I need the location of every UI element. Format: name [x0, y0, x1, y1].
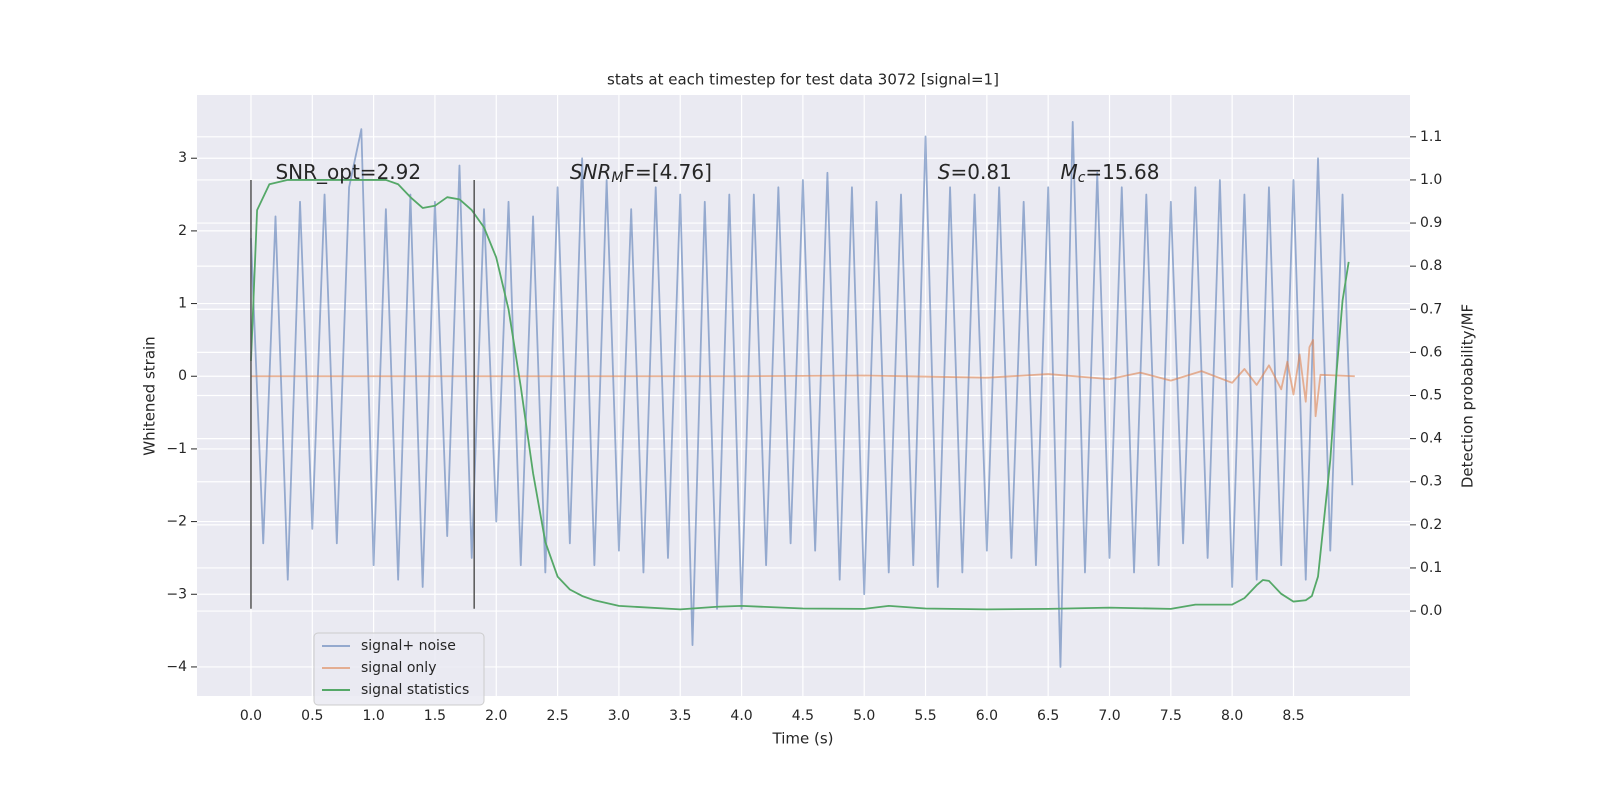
x-tick-label: 7.0	[1098, 708, 1120, 724]
x-tick-label: 3.5	[669, 708, 691, 724]
x-tick-label: 5.0	[853, 708, 875, 724]
series-line	[250, 120, 1354, 668]
x-axis-label: Time (s)	[772, 730, 834, 748]
y-tick-label: −3	[166, 586, 187, 602]
y2-axis-label: Detection probability/MF	[1459, 304, 1477, 488]
annotation: SNR_opt=2.92	[275, 160, 421, 184]
annotation: Mc=15.68	[1060, 160, 1159, 187]
y2-tick-label: 0.8	[1420, 258, 1442, 274]
x-tick-label: 2.5	[546, 708, 568, 724]
x-tick-label: 7.5	[1160, 708, 1182, 724]
series-line	[250, 339, 1355, 418]
x-tick-label: 8.5	[1282, 708, 1304, 724]
y2-tick-label: 0.9	[1420, 215, 1442, 231]
x-tick-label: 2.0	[485, 708, 507, 724]
x-tick-label: 1.0	[362, 708, 384, 724]
y2-tick-label: 0.6	[1420, 344, 1442, 360]
legend-label: signal only	[361, 660, 436, 676]
annotation-tail: F=[4.76]	[624, 160, 712, 184]
y2-tick-label: 0.7	[1420, 301, 1442, 317]
y2-tick-label: 1.0	[1420, 172, 1442, 188]
y2-tick-label: 0.2	[1420, 517, 1442, 533]
y-axis-label: Whitened strain	[141, 336, 159, 455]
legend-box	[313, 632, 485, 706]
annotation-text: M	[1060, 160, 1077, 184]
y2-tick-label: 1.1	[1420, 129, 1442, 145]
x-tick-label: 0.5	[301, 708, 323, 724]
series-line	[250, 179, 1350, 611]
y2-tick-label: 0.5	[1420, 388, 1442, 404]
y2-tick-label: 0.4	[1420, 431, 1442, 447]
y2-tick-label: 0.0	[1420, 603, 1442, 619]
y-tick-label: 2	[178, 223, 187, 239]
x-tick-label: 0.0	[240, 708, 262, 724]
legend-label: signal+ noise	[361, 638, 456, 654]
y-tick-label: 0	[178, 368, 187, 384]
x-tick-label: 6.0	[976, 708, 998, 724]
y-tick-label: −4	[166, 659, 187, 675]
chart-title: stats at each timestep for test data 307…	[607, 71, 999, 89]
annotation-text: S	[938, 160, 951, 184]
annotation-text: SNR_opt=2.92	[275, 160, 421, 184]
annotation-sub: c	[1078, 170, 1086, 186]
x-tick-label: 8.0	[1221, 708, 1243, 724]
x-tick-label: 4.5	[792, 708, 814, 724]
legend-label: signal statistics	[361, 682, 469, 698]
x-tick-label: 3.0	[608, 708, 630, 724]
annotation-text: SNR	[570, 160, 612, 184]
annotation: SNRMF=[4.76]	[570, 160, 712, 187]
x-tick-label: 5.5	[914, 708, 936, 724]
y-tick-label: −2	[166, 514, 187, 530]
y-tick-label: −1	[166, 441, 187, 457]
annotation-tail: =15.68	[1085, 160, 1159, 184]
y2-tick-label: 0.3	[1420, 474, 1442, 490]
y-tick-label: 1	[178, 296, 187, 312]
y-tick-label: 3	[178, 150, 187, 166]
annotation: S=0.81	[938, 160, 1012, 184]
x-tick-label: 4.0	[730, 708, 752, 724]
y2-tick-label: 0.1	[1420, 560, 1442, 576]
annotation-tail: =0.81	[951, 160, 1012, 184]
x-tick-label: 1.5	[424, 708, 446, 724]
annotation-sub: M	[611, 170, 623, 186]
x-tick-label: 6.5	[1037, 708, 1059, 724]
